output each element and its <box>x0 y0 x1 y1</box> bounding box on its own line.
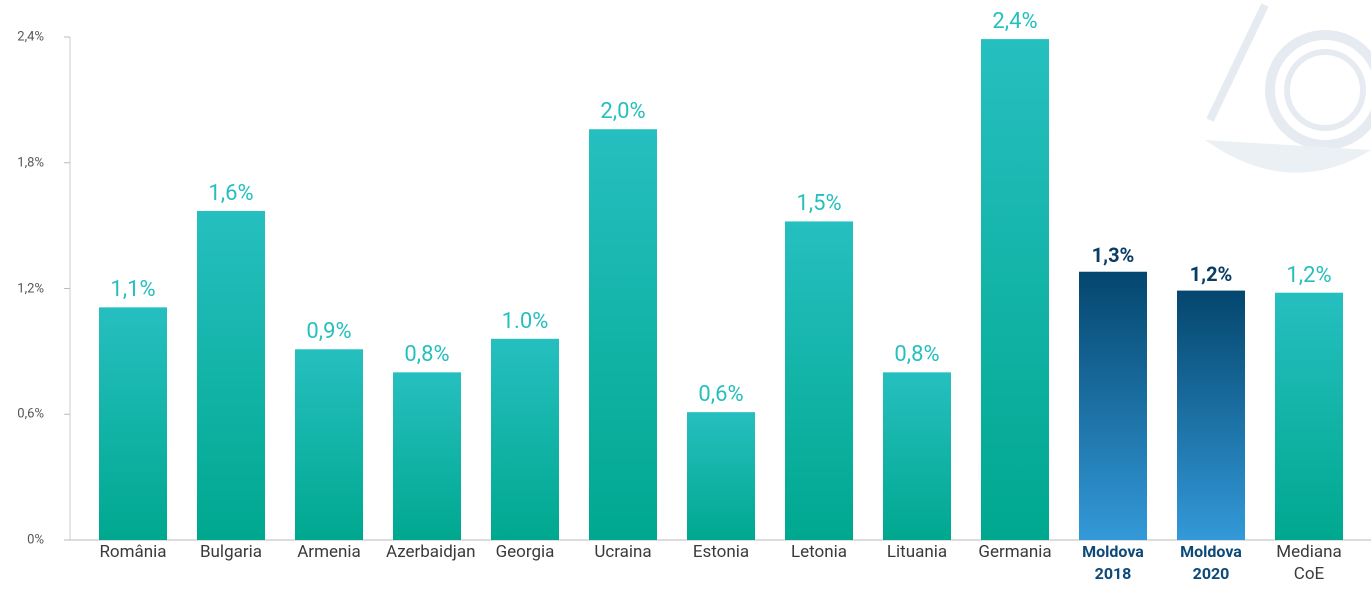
x-tick-label: Bulgaria <box>199 542 263 562</box>
value-label: 1,6% <box>208 180 254 206</box>
value-label: 0,6% <box>698 382 744 408</box>
x-tick-label: Estonia <box>692 542 750 562</box>
x-tick-label: Germania <box>978 542 1052 562</box>
bar <box>1079 271 1147 540</box>
bar <box>589 129 657 540</box>
bar <box>99 307 167 540</box>
value-label: 1,1% <box>110 277 156 303</box>
bar <box>295 349 363 540</box>
bar <box>981 39 1049 541</box>
value-label: 1,3% <box>1091 242 1135 267</box>
background-icon <box>1205 3 1371 173</box>
y-tick-label: 0% <box>27 532 44 548</box>
bar <box>687 412 755 540</box>
x-tick-label: Georgia <box>495 542 555 562</box>
x-tick-label: Armenia <box>297 542 361 562</box>
y-tick-label: 1,2% <box>17 281 44 296</box>
bar <box>1177 290 1245 540</box>
bar <box>393 372 461 540</box>
value-label: 2,4% <box>992 9 1038 35</box>
value-label: 0,9% <box>306 319 352 345</box>
x-tick-label: Lituania <box>886 542 948 562</box>
bar <box>197 210 265 540</box>
value-label: 2,0% <box>600 99 646 125</box>
value-label: 1,2% <box>1189 261 1233 286</box>
x-tick-label: Azerbaidjan <box>386 542 476 562</box>
value-label: 1.0% <box>501 308 549 334</box>
bar <box>785 221 853 540</box>
bar <box>883 372 951 540</box>
x-tick-label: Mediana CoE <box>1276 542 1342 584</box>
value-label: 0,8% <box>404 342 450 368</box>
value-label: 0,8% <box>894 342 940 368</box>
x-tick-label: România <box>99 542 167 562</box>
value-label: 1,2% <box>1286 262 1332 288</box>
bar <box>1275 292 1343 540</box>
x-tick-label: Moldova 2018 <box>1082 542 1144 583</box>
y-tick-label: 0,6% <box>17 406 44 422</box>
x-tick-label: Ucraina <box>594 542 652 562</box>
bar <box>491 338 559 540</box>
x-tick-label: Moldova 2020 <box>1180 542 1242 583</box>
x-tick-label: Letonia <box>790 542 848 562</box>
y-tick-label: 1,8% <box>17 155 44 171</box>
y-tick-label: 2,4% <box>17 29 44 45</box>
value-label: 1,5% <box>796 191 842 217</box>
